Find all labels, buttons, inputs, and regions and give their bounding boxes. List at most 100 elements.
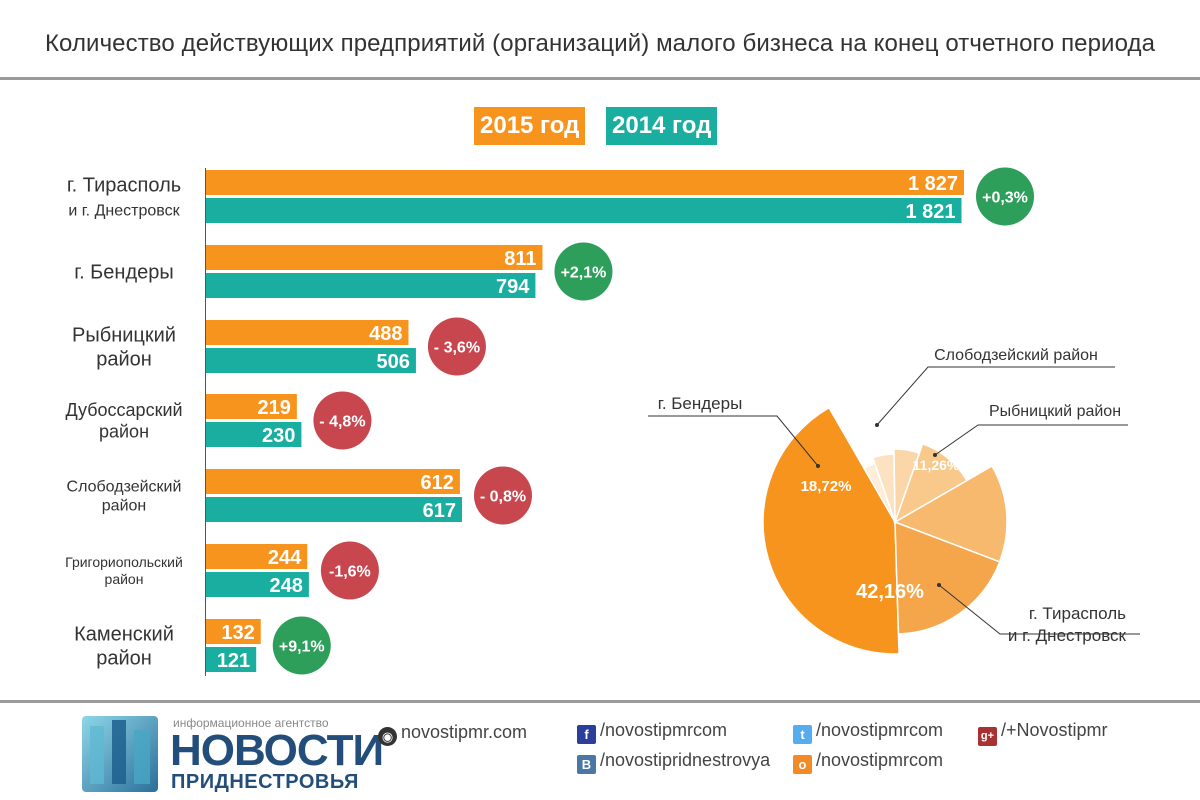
bar-2015-4	[206, 469, 460, 494]
change-label: +2,1%	[561, 265, 607, 282]
bar-2014-5	[206, 572, 309, 597]
category-label: Дубоссарский	[65, 400, 182, 420]
pie-category-label: Слободзейский район	[934, 347, 1098, 364]
change-badge	[976, 167, 1034, 226]
bar-value-label: 219	[257, 397, 290, 419]
twitter-icon: t	[793, 725, 812, 744]
change-badge	[313, 391, 372, 450]
change-label: +9,1%	[279, 639, 325, 656]
twitter-link[interactable]: t/novostipmrcom	[793, 720, 943, 744]
category-label: район	[96, 648, 152, 670]
bar-2014-4	[206, 497, 462, 522]
bottom-divider	[0, 700, 1200, 703]
bar-value-label: 811	[504, 248, 536, 270]
bar-value-label: 1 821	[905, 201, 955, 223]
bar-2015-6	[206, 619, 261, 644]
category-label: Рыбницкий	[72, 325, 176, 347]
bar-value-label: 248	[270, 575, 303, 597]
bar-value-label: 121	[217, 650, 250, 672]
category-label: Каменский	[74, 624, 174, 646]
category-label: Слободзейский	[67, 479, 182, 496]
legend-2015: 2015 год	[474, 107, 586, 145]
callout-dot	[816, 464, 820, 468]
logo-sub-text: ПРИДНЕСТРОВЬЯ	[171, 771, 359, 793]
googleplus-link[interactable]: g+/+Novostipmr	[978, 720, 1108, 746]
callout-dot	[933, 453, 937, 457]
pie-value-label: 18,72%	[801, 478, 852, 495]
bar-2015-2	[206, 320, 409, 345]
odnoklassniki-icon: o	[793, 755, 812, 774]
bar-2014-2	[206, 348, 416, 373]
twitter-text: /novostipmrcom	[816, 720, 944, 740]
category-label: Григориопольский	[65, 554, 183, 570]
vkontakte-icon: B	[577, 755, 596, 774]
logo-small-text: информационное агентство	[173, 716, 329, 730]
bar-2014-3	[206, 422, 302, 447]
category-label: г. Бендеры	[74, 262, 174, 284]
pie-slice-3	[893, 442, 968, 524]
bar-2015-0	[206, 170, 964, 195]
change-label: -1,6%	[329, 564, 371, 581]
callout-dot	[875, 423, 879, 427]
logo-main-text: НОВОСТИ	[170, 726, 384, 775]
change-badge	[427, 317, 486, 376]
bar-value-label: 617	[423, 500, 456, 522]
pie-category-label: Рыбницкий район	[989, 403, 1121, 420]
googleplus-text: /+Novostipmr	[1001, 720, 1108, 740]
callout-line	[876, 366, 1115, 426]
category-label: и г. Днестровск	[68, 203, 180, 220]
change-badge	[473, 466, 532, 525]
change-label: - 0,8%	[480, 489, 526, 506]
bar-value-label: 1 827	[908, 173, 958, 195]
category-label: район	[96, 349, 152, 371]
change-label: +0,3%	[982, 190, 1028, 207]
footer: информационное агентство НОВОСТИ ПРИДНЕС…	[0, 704, 1200, 800]
logo-icon	[82, 716, 158, 792]
category-label: район	[105, 571, 144, 587]
pie-value-label: 14,12%	[851, 432, 902, 449]
bar-value-label: 230	[262, 425, 295, 447]
website-text: novostipmr.com	[401, 722, 528, 742]
change-badge	[320, 541, 379, 600]
pie-slice-4	[893, 448, 921, 523]
pie-category-label: г. Бендеры	[658, 394, 743, 413]
pie-value-label: 42,16%	[856, 581, 924, 603]
top-divider	[0, 77, 1200, 80]
odnoklassniki-link[interactable]: o/novostipmrcom	[793, 750, 943, 774]
legend-2014: 2014 год	[606, 107, 718, 145]
category-label: район	[102, 498, 146, 515]
pie-slice-1	[894, 520, 1001, 635]
vkontakte-link[interactable]: B/novostipridnestrovya	[577, 750, 770, 774]
pie-category-label: г. Тирасполь	[1029, 604, 1126, 623]
category-label: г. Тирасполь	[67, 175, 181, 197]
pie-category-label: и г. Днестровск	[1008, 626, 1127, 645]
bar-value-label: 794	[496, 276, 530, 298]
callout-line	[934, 424, 1128, 456]
change-label: - 3,6%	[434, 340, 480, 357]
pie-slice-6	[862, 462, 896, 523]
chart-canvas: 1 827 1 821 г. Тирасполь и г. Днестровск +0,…	[65, 167, 1140, 676]
facebook-text: /novostipmrcom	[600, 720, 728, 740]
googleplus-icon: g+	[978, 727, 997, 746]
callout-dot	[937, 583, 941, 587]
website-link[interactable]: ◉ novostipmr.com	[378, 722, 527, 746]
bar-2015-3	[206, 394, 297, 419]
vkontakte-text: /novostipridnestrovya	[600, 750, 771, 770]
bar-2014-1	[206, 273, 536, 298]
odnoklassniki-text: /novostipmrcom	[816, 750, 944, 770]
bar-2014-6	[206, 647, 257, 672]
facebook-icon: f	[577, 725, 596, 744]
globe-icon: ◉	[378, 727, 397, 746]
facebook-link[interactable]: f/novostipmrcom	[577, 720, 727, 744]
pie-value-label: 11,26%	[913, 457, 960, 473]
bar-value-label: 132	[221, 622, 254, 644]
change-badge	[554, 242, 613, 301]
bar-value-label: 244	[268, 547, 302, 569]
bar-2015-5	[206, 544, 308, 569]
callout-line	[648, 415, 819, 467]
category-label: район	[99, 422, 149, 442]
callout-line	[938, 584, 1140, 635]
bar-2015-1	[206, 245, 543, 270]
pie-slice-2	[893, 464, 1008, 563]
bar-2014-0	[206, 198, 962, 223]
